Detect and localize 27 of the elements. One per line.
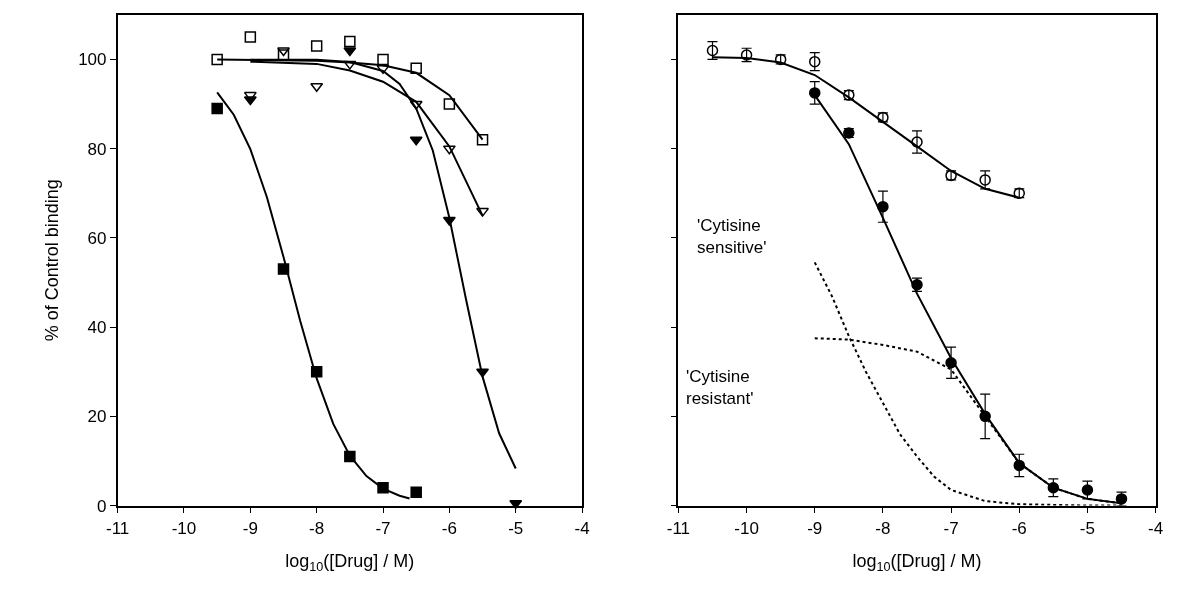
y-tick-label: 60 bbox=[87, 228, 107, 248]
x-tick-label: -10 bbox=[734, 518, 759, 538]
x-tick-label: -9 bbox=[807, 518, 823, 538]
x-tick-label: -8 bbox=[309, 518, 325, 538]
x-axis-title: log$_{10}$([Drug] / M) bbox=[852, 551, 982, 575]
x-tick-label: -11 bbox=[105, 518, 130, 538]
y-tick-label: 80 bbox=[87, 139, 107, 159]
y-tick-label: 40 bbox=[87, 318, 107, 338]
x-tick-label: -11 bbox=[666, 518, 691, 538]
x-tick-label: -5 bbox=[508, 518, 524, 538]
x-tick-label: -5 bbox=[1079, 518, 1095, 538]
x-tick-label: -6 bbox=[1011, 518, 1027, 538]
annotation: 'Cytisine sensitive' bbox=[697, 216, 767, 258]
x-tick-label: -8 bbox=[875, 518, 891, 538]
y-tick-label: 20 bbox=[87, 407, 107, 427]
annotation: 'Cytisine resistant' bbox=[686, 367, 754, 409]
x-tick-label: -7 bbox=[375, 518, 391, 538]
x-axis-title: log$_{10}$([Drug] / M) bbox=[285, 551, 415, 575]
y-axis-title: % of Control binding bbox=[41, 179, 62, 342]
y-tick-label: 0 bbox=[97, 496, 107, 516]
x-tick-label: -10 bbox=[171, 518, 197, 538]
x-tick-label: -7 bbox=[943, 518, 959, 538]
x-tick-label: -4 bbox=[574, 518, 590, 538]
x-tick-label: -9 bbox=[242, 518, 258, 538]
x-tick-label: -6 bbox=[441, 518, 457, 538]
x-tick-label: -4 bbox=[1148, 518, 1164, 538]
y-tick-label: 100 bbox=[78, 50, 107, 70]
